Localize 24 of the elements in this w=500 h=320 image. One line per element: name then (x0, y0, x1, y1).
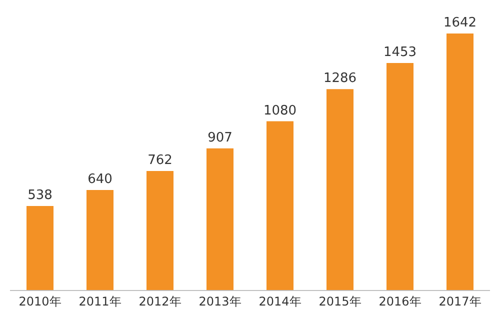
x-tick-label: 2011年 (78, 294, 122, 308)
data-label: 1453 (383, 45, 417, 60)
x-tick-label: 2016年 (378, 294, 422, 308)
x-tick-label: 2012年 (138, 294, 182, 308)
bar (446, 34, 474, 290)
data-label: 762 (148, 152, 172, 168)
data-label: 1286 (323, 71, 357, 86)
x-tick-label: 2013年 (198, 294, 242, 308)
x-tick-label: 2014年 (258, 294, 302, 308)
data-label: 1642 (443, 16, 477, 30)
bar (386, 63, 414, 290)
bar (26, 206, 54, 290)
bar (266, 121, 294, 290)
x-tick-label: 2017年 (438, 294, 482, 308)
x-tick-label: 2010年 (18, 294, 62, 308)
data-label: 907 (208, 130, 232, 146)
data-label: 538 (28, 188, 52, 203)
bar (326, 89, 354, 290)
bar (146, 170, 174, 290)
data-label: 640 (88, 172, 112, 188)
bar (206, 148, 234, 290)
bar (86, 190, 114, 290)
x-tick-label: 2015年 (318, 294, 362, 308)
data-label: 1080 (263, 103, 297, 118)
